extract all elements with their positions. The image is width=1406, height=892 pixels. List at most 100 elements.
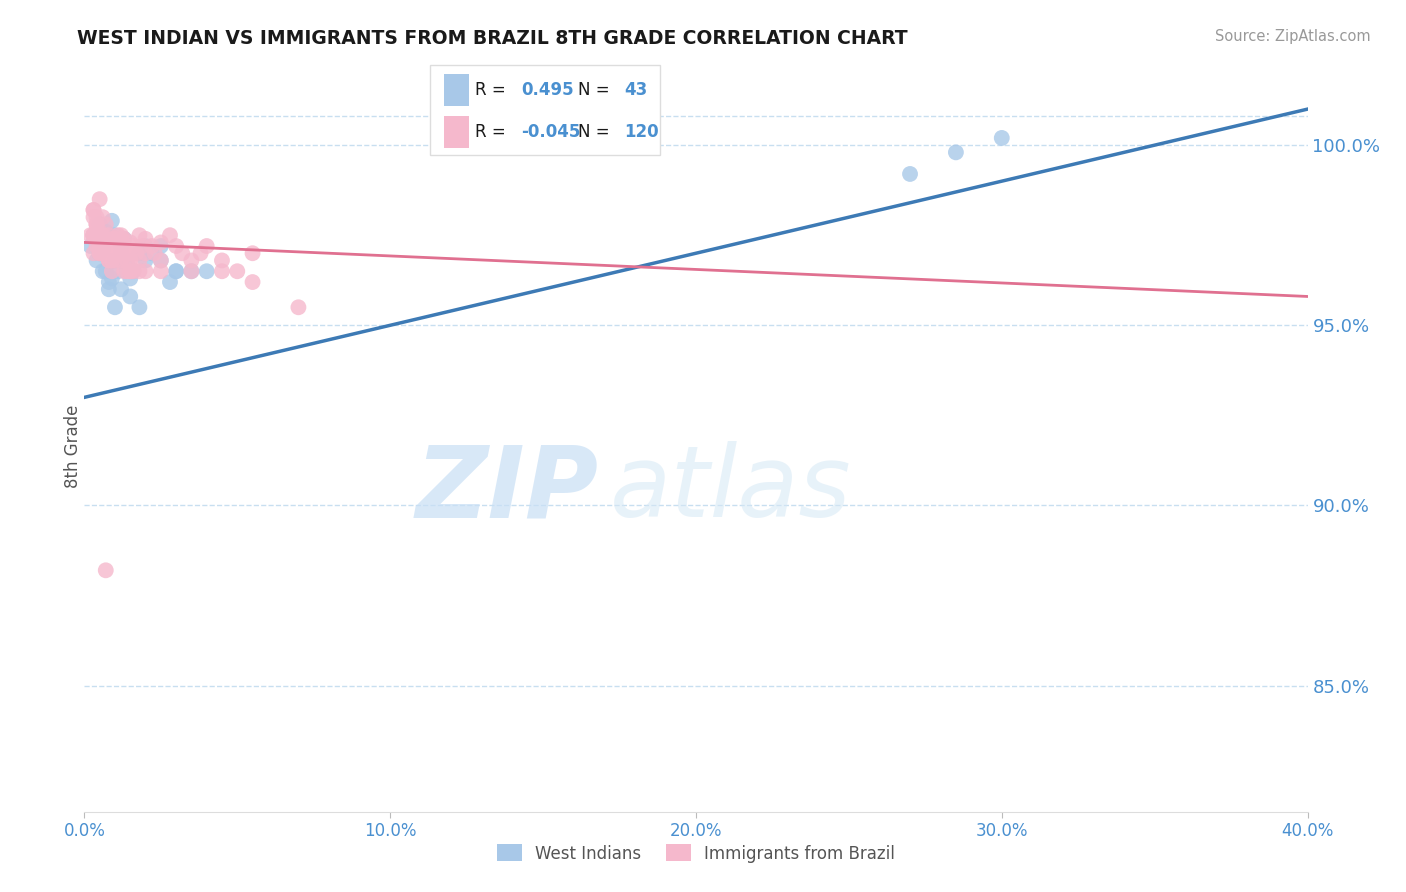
Point bbox=[83, 228, 105, 243]
Point bbox=[89, 239, 111, 253]
Point bbox=[141, 246, 163, 260]
Point bbox=[991, 131, 1014, 145]
Point bbox=[101, 271, 124, 285]
Point bbox=[120, 271, 142, 285]
Point bbox=[86, 218, 108, 232]
Text: 43: 43 bbox=[624, 81, 647, 99]
Point bbox=[86, 239, 108, 253]
Point bbox=[180, 253, 202, 268]
Point bbox=[83, 228, 105, 243]
Point bbox=[112, 246, 135, 260]
Point bbox=[195, 239, 218, 253]
Point bbox=[149, 253, 172, 268]
Point bbox=[110, 282, 132, 296]
Point bbox=[86, 232, 108, 246]
Point bbox=[83, 228, 105, 243]
Point bbox=[97, 253, 120, 268]
Point bbox=[83, 228, 105, 243]
Point bbox=[120, 289, 142, 303]
Point bbox=[104, 232, 127, 246]
Point bbox=[104, 246, 127, 260]
Point bbox=[101, 243, 124, 257]
Point bbox=[211, 264, 233, 278]
Point bbox=[112, 246, 135, 260]
Point bbox=[120, 264, 142, 278]
Point bbox=[143, 246, 166, 260]
Point bbox=[165, 264, 187, 278]
Point bbox=[91, 232, 114, 246]
Point bbox=[97, 275, 120, 289]
Point bbox=[120, 246, 142, 260]
Text: R =: R = bbox=[475, 123, 506, 141]
Point bbox=[128, 264, 150, 278]
Point bbox=[97, 228, 120, 243]
Point bbox=[89, 228, 111, 243]
Point bbox=[94, 239, 117, 253]
Point bbox=[97, 246, 120, 260]
Point bbox=[101, 232, 124, 246]
Point bbox=[94, 225, 117, 239]
Point bbox=[104, 239, 127, 253]
Point bbox=[89, 246, 111, 260]
Point bbox=[94, 239, 117, 253]
Point bbox=[115, 243, 138, 257]
Point bbox=[135, 246, 157, 260]
Point bbox=[101, 214, 124, 228]
Point bbox=[135, 253, 157, 268]
Point bbox=[94, 563, 117, 577]
Point bbox=[101, 246, 124, 260]
Point bbox=[115, 253, 138, 268]
Point bbox=[165, 264, 187, 278]
Point bbox=[94, 246, 117, 260]
Point bbox=[135, 264, 157, 278]
Point bbox=[149, 264, 172, 278]
Point bbox=[242, 275, 264, 289]
Point bbox=[898, 167, 921, 181]
Point bbox=[101, 235, 124, 250]
Point bbox=[79, 239, 101, 253]
Point bbox=[94, 243, 117, 257]
Point bbox=[122, 264, 145, 278]
Point bbox=[112, 232, 135, 246]
Point bbox=[110, 235, 132, 250]
Text: 0.495: 0.495 bbox=[522, 81, 574, 99]
Point bbox=[122, 264, 145, 278]
Point bbox=[89, 246, 111, 260]
Point bbox=[91, 246, 114, 260]
Point bbox=[128, 253, 150, 268]
Point bbox=[287, 300, 309, 314]
Point bbox=[91, 235, 114, 250]
Point bbox=[115, 264, 138, 278]
Point bbox=[104, 235, 127, 250]
Point bbox=[945, 145, 967, 160]
Point bbox=[107, 246, 129, 260]
Point bbox=[91, 235, 114, 250]
Point bbox=[104, 235, 127, 250]
Point bbox=[104, 253, 127, 268]
Point bbox=[89, 218, 111, 232]
Text: R =: R = bbox=[475, 81, 506, 99]
Point bbox=[180, 264, 202, 278]
Point bbox=[107, 264, 129, 278]
Point bbox=[89, 225, 111, 239]
Point bbox=[107, 246, 129, 260]
Point bbox=[110, 228, 132, 243]
Point bbox=[120, 253, 142, 268]
Point bbox=[180, 264, 202, 278]
Point bbox=[91, 228, 114, 243]
Text: Source: ZipAtlas.com: Source: ZipAtlas.com bbox=[1215, 29, 1371, 44]
Point bbox=[122, 239, 145, 253]
Point bbox=[86, 232, 108, 246]
Point bbox=[97, 246, 120, 260]
Point bbox=[128, 300, 150, 314]
Point bbox=[104, 246, 127, 260]
Point bbox=[91, 235, 114, 250]
Point bbox=[125, 246, 148, 260]
Point bbox=[211, 253, 233, 268]
Point bbox=[79, 228, 101, 243]
Legend: West Indians, Immigrants from Brazil: West Indians, Immigrants from Brazil bbox=[489, 838, 903, 869]
Point bbox=[101, 253, 124, 268]
Point bbox=[83, 202, 105, 217]
Text: N =: N = bbox=[578, 81, 609, 99]
Point bbox=[83, 202, 105, 217]
